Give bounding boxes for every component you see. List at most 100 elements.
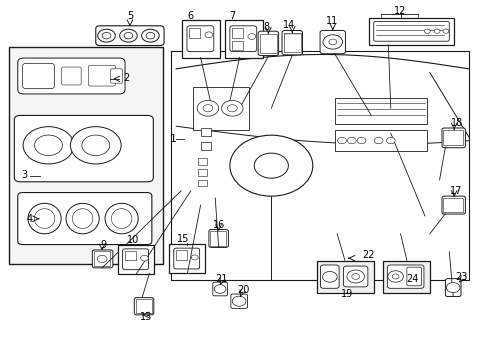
FancyBboxPatch shape [14,116,153,182]
FancyBboxPatch shape [343,266,367,287]
FancyBboxPatch shape [186,26,213,51]
Circle shape [373,137,382,144]
Circle shape [433,29,439,33]
Circle shape [323,35,342,49]
FancyBboxPatch shape [96,26,163,45]
Bar [94,251,110,266]
FancyBboxPatch shape [92,250,113,268]
FancyBboxPatch shape [61,67,81,85]
Text: 3: 3 [21,170,27,180]
Bar [232,28,243,39]
Bar [168,244,205,273]
Bar [200,128,211,136]
Ellipse shape [111,209,132,228]
Ellipse shape [72,209,93,228]
Text: 11: 11 [325,17,338,27]
Bar [368,18,453,45]
Bar [198,158,206,165]
Circle shape [387,271,403,282]
Circle shape [337,137,346,144]
Bar [443,198,462,212]
FancyBboxPatch shape [445,279,460,297]
Text: 19: 19 [340,289,352,299]
Text: 20: 20 [236,285,249,296]
FancyBboxPatch shape [230,294,247,309]
Text: 24: 24 [406,274,418,284]
Circle shape [229,135,312,196]
Circle shape [254,153,288,178]
Bar [443,130,462,145]
Text: 2: 2 [123,73,129,83]
FancyBboxPatch shape [134,298,154,315]
Circle shape [221,100,243,116]
FancyBboxPatch shape [173,248,199,269]
Circle shape [102,32,111,39]
Bar [334,130,427,151]
FancyBboxPatch shape [110,69,122,83]
Circle shape [391,274,398,279]
Circle shape [98,29,115,42]
FancyBboxPatch shape [386,265,423,288]
Circle shape [214,285,225,293]
FancyBboxPatch shape [18,58,125,94]
Text: 4: 4 [27,214,33,224]
Bar [176,250,186,260]
Circle shape [424,29,429,33]
Circle shape [81,135,109,156]
FancyBboxPatch shape [320,31,345,54]
Circle shape [247,34,255,40]
FancyBboxPatch shape [22,63,54,89]
Circle shape [328,39,336,45]
Text: 12: 12 [393,6,406,17]
Circle shape [446,283,459,293]
Bar [334,98,427,125]
Circle shape [142,29,159,42]
Text: 10: 10 [127,235,139,245]
Bar [232,41,243,50]
FancyBboxPatch shape [258,31,278,55]
Circle shape [141,255,148,261]
Bar [182,21,220,58]
Bar [198,169,206,176]
Text: 16: 16 [213,220,225,230]
Text: 18: 18 [449,118,462,128]
FancyBboxPatch shape [406,267,421,286]
Text: 5: 5 [126,11,133,21]
Circle shape [23,127,74,164]
Bar [189,28,200,39]
FancyBboxPatch shape [441,196,465,214]
Bar [9,47,163,264]
Bar [125,251,136,260]
Circle shape [97,255,107,262]
FancyBboxPatch shape [229,26,256,51]
FancyBboxPatch shape [282,31,302,55]
Bar [383,261,429,293]
Circle shape [322,271,336,282]
Circle shape [70,127,121,164]
Circle shape [204,32,212,38]
FancyBboxPatch shape [208,229,228,247]
Bar [224,21,263,58]
Circle shape [35,135,62,156]
Circle shape [232,296,245,306]
Circle shape [197,100,218,116]
Text: 8: 8 [263,22,269,32]
Circle shape [351,274,359,279]
Circle shape [203,105,212,112]
FancyBboxPatch shape [441,128,465,148]
Bar [210,231,226,246]
Ellipse shape [34,209,55,228]
Circle shape [146,32,155,39]
Text: 17: 17 [449,186,462,196]
Circle shape [442,29,448,33]
Bar [118,244,154,274]
FancyBboxPatch shape [212,282,227,296]
FancyBboxPatch shape [88,65,115,86]
Circle shape [191,255,198,260]
Circle shape [120,29,137,42]
Circle shape [356,137,365,144]
Text: 6: 6 [187,11,194,21]
Bar [259,34,276,53]
Circle shape [346,270,364,283]
Ellipse shape [66,203,99,234]
